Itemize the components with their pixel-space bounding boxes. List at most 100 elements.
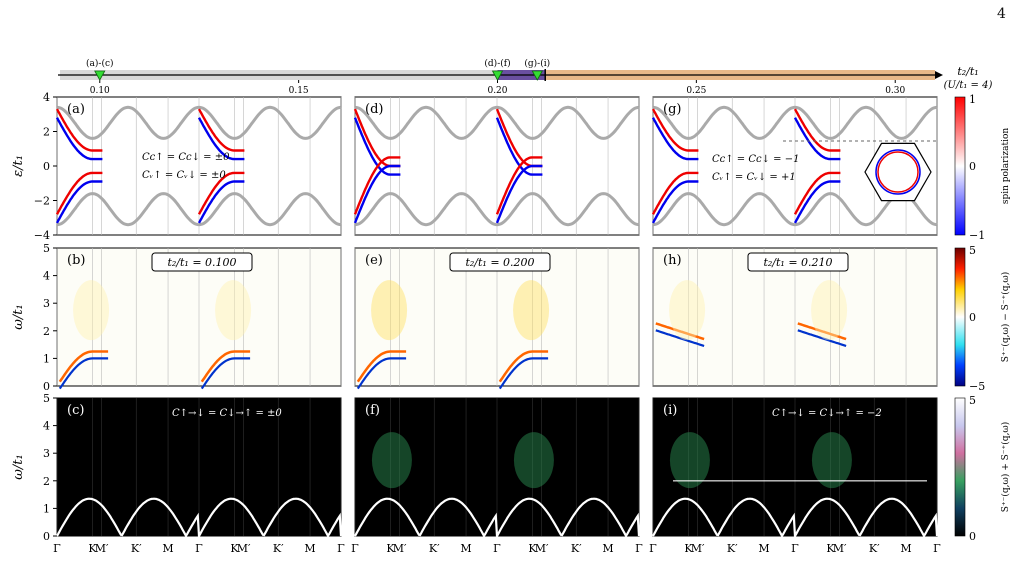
- top-tick-label: 0.30: [885, 86, 905, 96]
- band-red: [55, 171, 103, 215]
- magnon-branch-lower: [356, 357, 407, 390]
- colorbar-max: 1: [969, 93, 976, 106]
- page-number: 4: [997, 6, 1006, 22]
- x-tick-label: K: [88, 542, 97, 555]
- y-tick-label: 4: [43, 420, 50, 433]
- colorbar-min: 0: [969, 530, 976, 543]
- band-red: [793, 108, 841, 152]
- x-tick-label: K: [684, 542, 693, 555]
- y-axis-label: ω/t₁: [11, 304, 26, 329]
- panel-label: (a): [67, 102, 85, 117]
- y-tick-label: 2: [43, 126, 50, 139]
- fermi-surface-blue: [875, 149, 921, 195]
- continuum-blob: [371, 432, 412, 489]
- colorbar-2: [954, 247, 966, 387]
- x-tick-label: M: [162, 542, 173, 555]
- colorbar-label: S⁺⁻(q,ω) − S⁻⁺(q,ω): [1000, 272, 1011, 363]
- panel-label: (e): [365, 253, 383, 268]
- x-tick-label: K: [386, 542, 395, 555]
- x-tick-label: M′: [95, 542, 109, 555]
- colorbar-mid: 0: [969, 311, 976, 324]
- y-tick-label: 2: [43, 325, 50, 338]
- band-red: [353, 156, 401, 215]
- band-blue: [495, 164, 543, 224]
- band-blue: [197, 117, 245, 161]
- y-tick-label: 1: [43, 502, 50, 515]
- band-red: [793, 171, 841, 215]
- y-tick-label: 3: [43, 297, 50, 310]
- continuum-blob: [371, 280, 408, 341]
- x-tick-label: K′: [571, 542, 582, 555]
- y-tick-label: 4: [43, 270, 50, 283]
- panels: (a) t₂/t₁ = 0.100 (b) (c) (d) t₂/t₁ = 0.200 (e…: [11, 91, 941, 555]
- top-tick-label: 0.15: [289, 86, 309, 96]
- y-tick-label: 0: [43, 380, 50, 393]
- x-tick-label: Γ: [195, 542, 203, 555]
- marker-label: (g)-(i): [524, 58, 550, 69]
- panel-d: (d): [353, 96, 640, 236]
- y-tick-label: 2: [43, 475, 50, 488]
- magnon-branch-upper: [356, 350, 407, 383]
- y-tick-label: 0: [43, 160, 50, 173]
- panel-h: t₂/t₁ = 0.210 (h): [652, 247, 938, 387]
- band-gray: [56, 105, 342, 140]
- x-tick-label: Γ: [635, 542, 643, 555]
- magnon-dispersion: [56, 497, 343, 540]
- band-red: [651, 108, 699, 152]
- colorbar-mid: 0: [969, 160, 976, 173]
- magnon-branch-upper: [655, 322, 705, 341]
- colorbar-3: [954, 397, 966, 537]
- continuum-blob: [513, 432, 554, 489]
- colorbar-max: 5: [969, 244, 976, 257]
- param-label: t₂/t₁ = 0.100: [167, 256, 236, 269]
- x-tick-label: K′: [429, 542, 440, 555]
- band-red: [55, 108, 103, 152]
- band-blue: [55, 117, 103, 161]
- x-tick-label: K′: [273, 542, 284, 555]
- magnon-dispersion: [354, 497, 641, 540]
- band-blue: [651, 180, 699, 224]
- band-blue: [793, 180, 841, 224]
- chern-text: Cᴄ↑ = Cᴄ↓ = −1: [712, 154, 799, 165]
- y-tick-label: 5: [43, 242, 50, 255]
- magnon-branch-lower: [498, 357, 549, 390]
- continuum-blob: [811, 280, 848, 341]
- panel-label: (c): [67, 403, 84, 418]
- panel-b: t₂/t₁ = 0.100 (b): [56, 247, 342, 390]
- x-tick-label: Γ: [649, 542, 657, 555]
- y-tick-label: −2: [34, 195, 50, 208]
- panel-label: (f): [365, 403, 380, 418]
- x-tick-label: Γ: [933, 542, 941, 555]
- panel-label: (d): [365, 102, 383, 117]
- band-red: [197, 171, 245, 215]
- chern-text: Cᵥ↑ = Cᵥ↓ = ±0: [142, 170, 226, 181]
- colorbar-min: −5: [969, 380, 985, 393]
- top-parameter-axis: 0.10 0.15 0.20 0.25 0.30 (a)-(c) (d)-(f) (g)-(i…: [58, 58, 992, 96]
- x-tick-label: Γ: [337, 542, 345, 555]
- y-axis-label: ω/t₁: [11, 454, 26, 479]
- band-gray: [354, 192, 640, 227]
- x-tick-label: M: [460, 542, 471, 555]
- x-tick-label: K′: [727, 542, 738, 555]
- x-tick-label: M: [602, 542, 613, 555]
- chern-text: C↑→↓ = C↓→↑ = ±0: [172, 408, 282, 419]
- x-tick-label: M′: [535, 542, 549, 555]
- param-label: t₂/t₁ = 0.200: [465, 256, 534, 269]
- band-red: [495, 156, 543, 215]
- magnon-branch-lower: [655, 329, 705, 348]
- colorbars: 1 0 −1 spin polarization 5 0 −5 S⁺⁻(q,ω) − S⁻⁺(…: [954, 93, 1011, 543]
- chern-text: Cᴄ↑ = Cᴄ↓ = ±0: [142, 152, 230, 163]
- marker-label: (d)-(f): [484, 58, 510, 69]
- y-tick-label: 3: [43, 447, 50, 460]
- y-tick-label: −4: [34, 229, 50, 242]
- x-tick-label: M′: [237, 542, 251, 555]
- top-tick-label: 0.10: [90, 86, 110, 96]
- continuum-blob: [73, 280, 110, 341]
- x-tick-label: K′: [131, 542, 142, 555]
- panel-c: (c): [56, 397, 343, 540]
- continuum-blob: [669, 432, 710, 489]
- param-box: [747, 252, 849, 272]
- colorbar-label: spin polarization: [1001, 128, 1011, 205]
- param-label: t₂/t₁ = 0.210: [763, 256, 832, 269]
